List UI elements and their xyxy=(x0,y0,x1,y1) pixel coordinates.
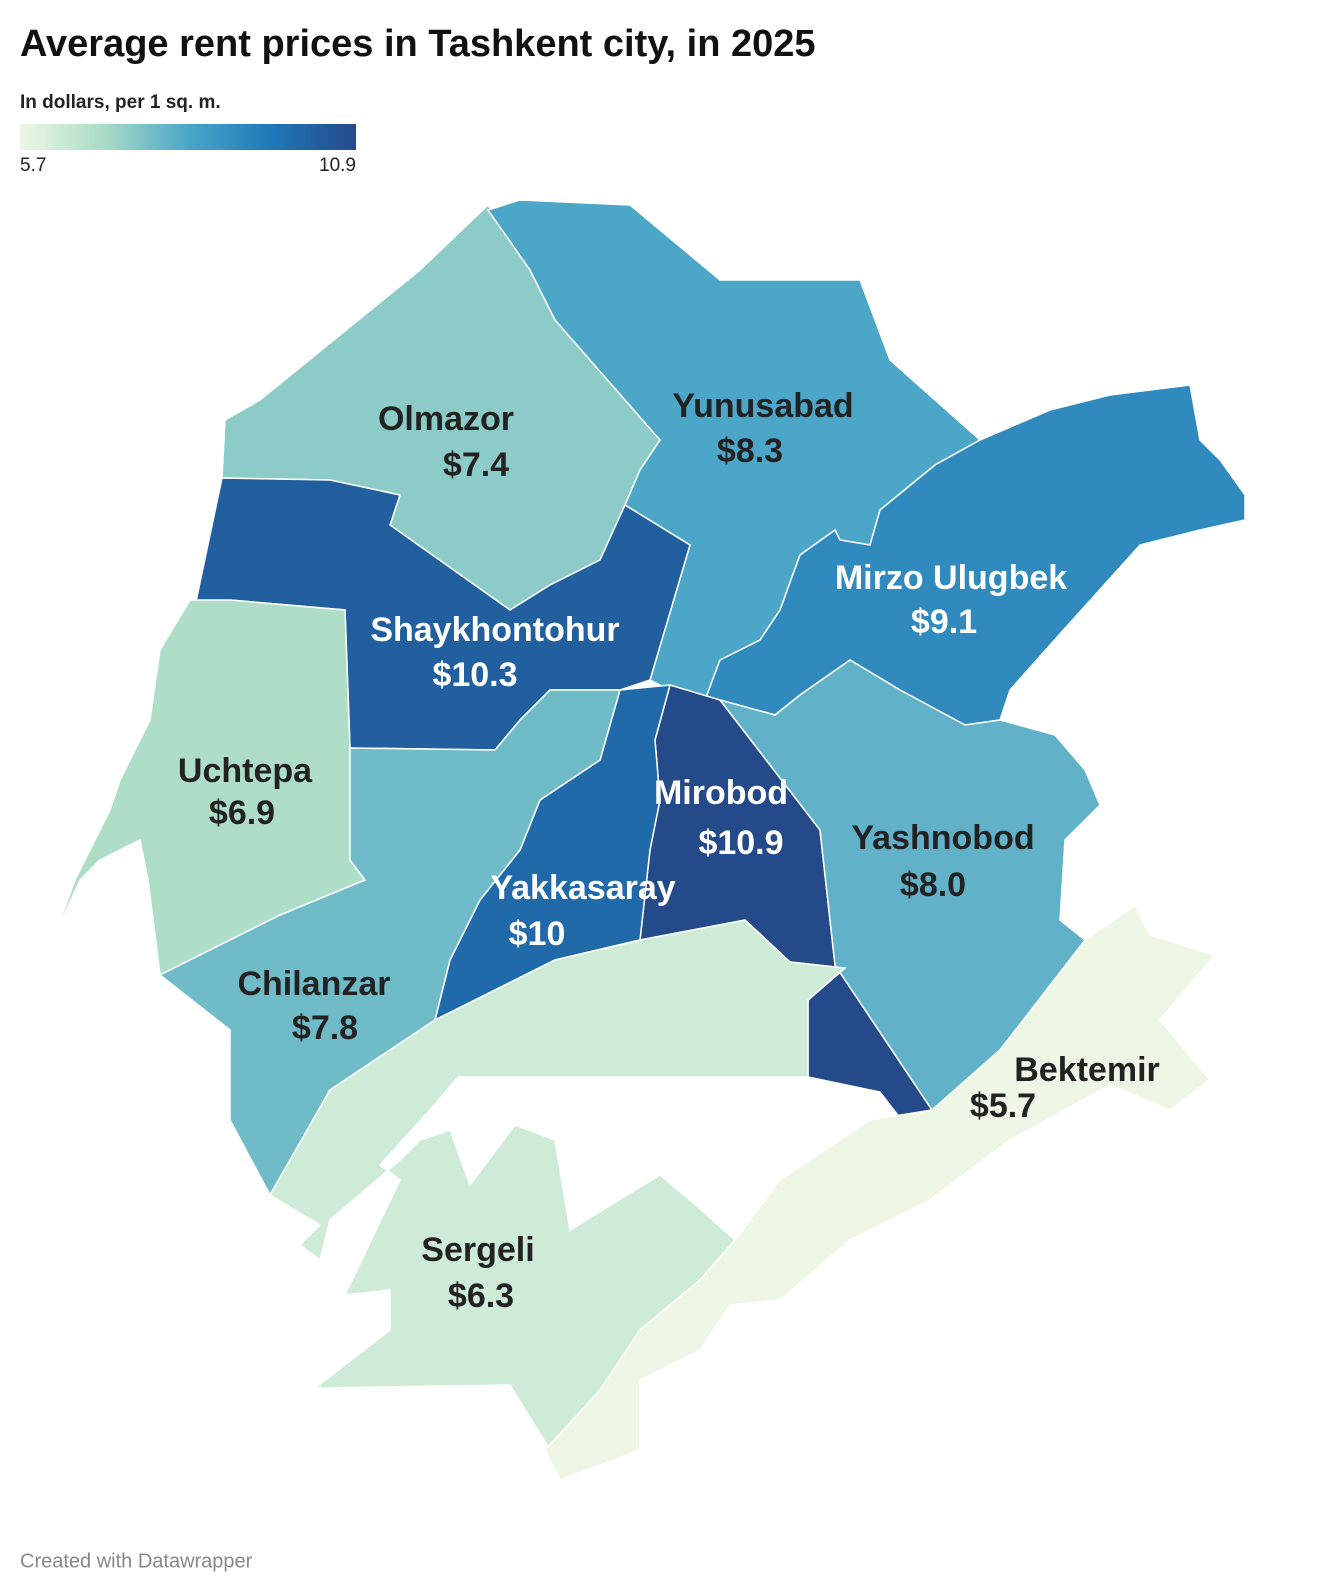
district-value: $6.3 xyxy=(448,1277,514,1315)
district-name: Yashnobod xyxy=(851,819,1034,857)
district xyxy=(544,903,1217,1481)
district-value: $7.8 xyxy=(292,1009,358,1047)
district-value: $9.1 xyxy=(911,603,977,641)
district-value: $8.3 xyxy=(717,432,783,470)
district-name: Mirzo Ulugbek xyxy=(835,559,1067,597)
title: Average rent prices in Tashkent city, in… xyxy=(20,23,816,65)
district-value: $6.9 xyxy=(209,794,275,832)
district-name: Shaykhontohur xyxy=(370,611,619,649)
subtitle: In dollars, per 1 sq. m. xyxy=(20,92,221,113)
district-value: $7.4 xyxy=(443,446,509,484)
district-name: Olmazor xyxy=(378,400,514,438)
district xyxy=(158,689,621,1197)
footer: Created with Datawrapper xyxy=(20,1550,253,1572)
district-name: Chilanzar xyxy=(237,965,390,1003)
legend-gradient xyxy=(20,124,356,150)
district-name: Yunusabad xyxy=(672,387,853,425)
legend-tick-label: 5.7 xyxy=(20,155,46,176)
district-value: $5.7 xyxy=(970,1087,1036,1125)
district-value: $10.9 xyxy=(698,824,783,862)
district-name: Bektemir xyxy=(1014,1051,1160,1089)
district-name: Uchtepa xyxy=(178,752,313,790)
legend-tick-label: 10.9 xyxy=(319,155,356,176)
district-name: Sergeli xyxy=(421,1231,534,1269)
district-name: Mirobod xyxy=(654,774,788,812)
district-name: Yakkasaray xyxy=(490,869,675,907)
district-value: $10 xyxy=(509,915,566,953)
district-value: $10.3 xyxy=(432,656,517,694)
district-value: $8.0 xyxy=(900,866,966,904)
